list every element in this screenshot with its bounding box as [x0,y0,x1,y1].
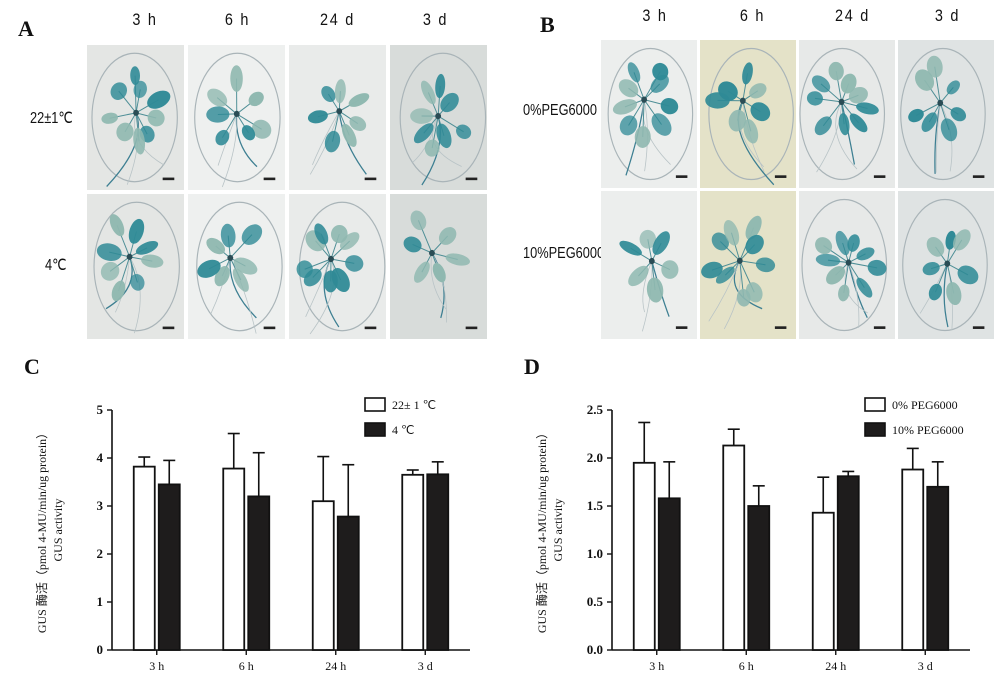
legend-swatch [864,422,886,437]
panel-a-col-label: 24 d [320,10,355,29]
seedling-photo [289,45,386,190]
x-tick-label: 24 h [825,659,846,673]
bar-treatment [336,515,360,651]
seedling-photo [390,194,487,339]
legend-swatch [364,422,386,437]
bar-control [901,468,925,651]
seedling-photo [390,45,487,190]
bar-treatment [157,483,181,651]
bar-treatment [926,485,950,651]
legend-label: 22± 1 ℃ [392,398,436,412]
bar-treatment [836,475,860,651]
bar-control [811,511,835,651]
panel-b-col-label: 24 d [835,6,870,25]
seedling-photo [799,191,895,339]
x-tick-label: 3 h [649,659,664,673]
legend-swatch [364,397,386,412]
y-axis-label-secondary: GUS activity [51,499,65,562]
x-tick-label: 3 h [149,659,164,673]
y-tick-label: 2.5 [587,402,604,417]
y-axis-label: GUS 酶活（pmol 4-MU/min/ug protein） [34,427,49,633]
x-tick-label: 6 h [239,659,254,673]
x-tick-label: 6 h [739,659,754,673]
y-tick-label: 4 [97,450,104,465]
legend-label: 0% PEG6000 [892,398,958,412]
seedling-photo [188,194,285,339]
y-tick-label: 2 [97,546,104,561]
seedling-photo [289,194,386,339]
bar-control [632,461,656,651]
bar-control [222,467,246,651]
seedling-photo [87,194,184,339]
y-tick-label: 2.0 [587,450,603,465]
x-tick-label: 24 h [325,659,346,673]
x-tick-label: 3 d [418,659,433,673]
panel-a-row-label: 22±1℃ [30,110,73,127]
bar-control [132,465,156,651]
seedling-photo [898,191,994,339]
panel-letter-d: D [524,354,540,379]
legend-label: 10% PEG6000 [892,423,964,437]
panel-a-col-label: 3 d [422,10,449,29]
bar-control [722,444,746,651]
panel-b-col-label: 6 h [739,6,766,25]
panel-letter-b: B [540,12,555,37]
y-tick-label: 5 [97,402,104,417]
panel-b-col-label: 3 d [934,6,961,25]
bar-control [401,473,425,651]
bar-control [311,500,335,651]
panel-a-row-label: 4℃ [45,257,67,274]
seedling-photo [799,40,895,188]
seedling-photo [188,45,285,190]
panel-letter-a: A [18,16,34,41]
panel-letter-c: C [24,354,40,379]
legend-swatch [864,397,886,412]
y-tick-label: 0 [97,642,104,657]
y-tick-label: 0.5 [587,594,604,609]
seedling-photo [601,191,697,339]
seedling-photo [898,40,994,188]
y-tick-label: 1.5 [587,498,604,513]
panel-a-col-label: 3 h [132,10,158,29]
panel-b-col-label: 3 h [642,6,668,25]
x-tick-label: 3 d [918,659,933,673]
seedling-photo [700,40,796,188]
y-tick-label: 1.0 [587,546,603,561]
bar-treatment [747,505,771,651]
seedling-photo [601,40,697,188]
seedling-photo [700,191,796,339]
bar-treatment [426,473,450,651]
y-axis-label: GUS 酶活（pmol 4-MU/min/ug protein） [534,427,549,633]
panel-b-row-label: 10%PEG6000 [523,245,605,262]
bar-treatment [657,497,681,651]
y-tick-label: 3 [97,498,104,513]
y-tick-label: 0.0 [587,642,603,657]
y-tick-label: 1 [97,594,104,609]
chart-d: 0.0 0.5 1.0 1.5 2.0 2.5 GUS 酶活（pmol 4-MU/min/u… [520,380,990,685]
panel-b-row-label: 0%PEG6000 [523,102,598,119]
y-axis-label-secondary: GUS activity [551,499,565,562]
panel-a-col-label: 6 h [224,10,251,29]
chart-c: 0 1 2 3 4 5 GUS 酶活（pmol 4-MU/min/ug protein） GU… [20,380,490,685]
seedling-photo [87,45,184,190]
bar-treatment [247,495,271,651]
legend-label: 4 ℃ [392,423,414,437]
